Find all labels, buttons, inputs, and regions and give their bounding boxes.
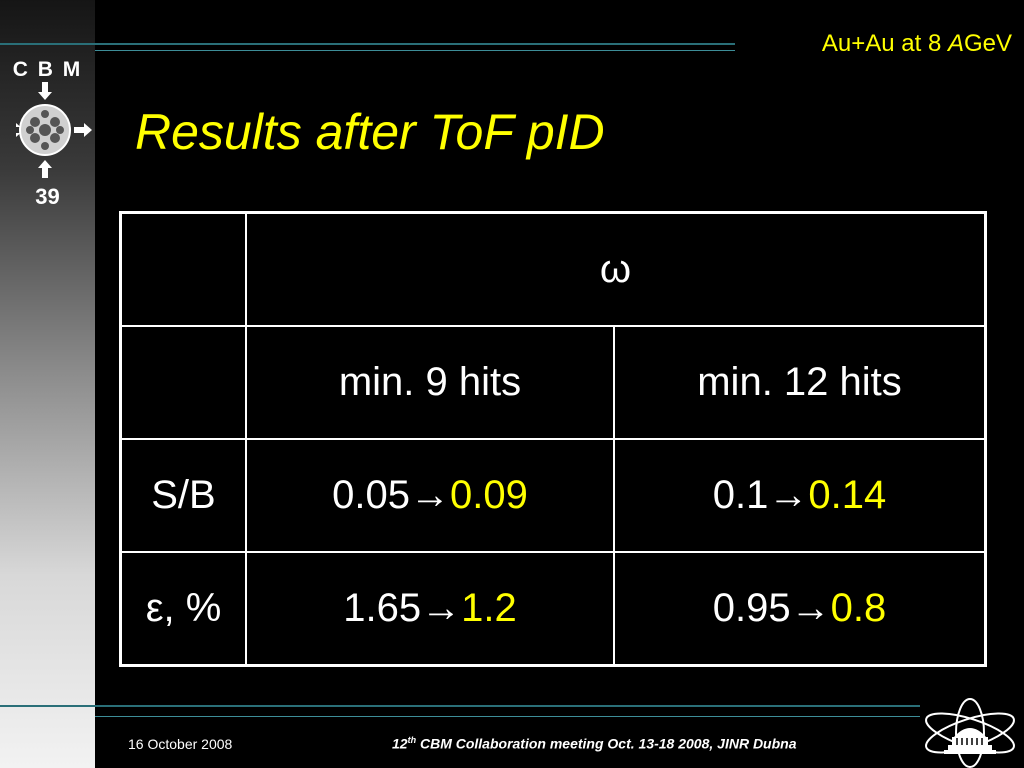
value-before: 0.95 (712, 586, 791, 630)
arrow: → (421, 586, 462, 630)
table-row-column-headers: min. 9 hits min. 12 hits (119, 325, 987, 440)
table-cell: 0.1→0.14 (613, 438, 987, 553)
value-before: 0.05 (332, 473, 410, 517)
table-empty-cell (119, 325, 247, 440)
table-row-label: S/B (119, 438, 247, 553)
value-after: 0.09 (450, 473, 528, 517)
table-cell: 0.95→0.8 (613, 551, 987, 667)
slide-number: 39 (35, 184, 60, 209)
table-corner-cell (119, 211, 247, 327)
cbm-detector-logo-icon (16, 82, 92, 178)
footer-divider (0, 705, 920, 707)
table-column-header: min. 12 hits (613, 325, 987, 440)
table-column-header: min. 9 hits (245, 325, 615, 440)
table-row: S/B 0.05→0.09 0.1→0.14 (119, 438, 987, 553)
table-cell: 1.65→1.2 (245, 551, 615, 667)
conf-superscript: th (407, 735, 417, 745)
conf-number: 12 (392, 735, 408, 752)
subtitle-prefix: Au+Au at 8 (821, 30, 948, 57)
value-before: 1.65 (343, 586, 422, 630)
arrow: → (410, 473, 450, 517)
table-row: ε, % 1.65→1.2 0.95→0.8 (119, 551, 987, 667)
arrow: → (790, 586, 831, 630)
footer-conference: 12th CBM Collaboration meeting Oct. 13-1… (392, 735, 797, 752)
value-after: 1.2 (461, 586, 517, 630)
header-divider (0, 43, 735, 45)
subtitle-suffix: GeV (963, 30, 1012, 57)
footer-divider-thin (95, 716, 920, 717)
table-row-label: ε, % (119, 551, 247, 667)
slide-subtitle: Au+Au at 8 AGeV (822, 30, 1012, 58)
header-divider-thin (95, 50, 735, 51)
table-row-group-header: ω (119, 211, 987, 327)
table-group-header: ω (245, 211, 987, 327)
value-after: 0.14 (808, 473, 887, 517)
results-table: ω min. 9 hits min. 12 hits S/B 0.05→0.09… (119, 211, 987, 667)
slide-title: Results after ToF pID (135, 104, 605, 160)
conf-text: CBM Collaboration meeting Oct. 13-18 200… (416, 735, 797, 752)
footer-date: 16 October 2008 (128, 736, 233, 752)
value-after: 0.8 (830, 586, 887, 630)
subtitle-italic: A (947, 30, 964, 57)
jinr-logo-icon (925, 698, 1015, 768)
cbm-logo-text: C B M (12, 58, 83, 81)
arrow: → (768, 473, 809, 517)
value-before: 0.1 (712, 473, 769, 517)
table-cell: 0.05→0.09 (245, 438, 615, 553)
